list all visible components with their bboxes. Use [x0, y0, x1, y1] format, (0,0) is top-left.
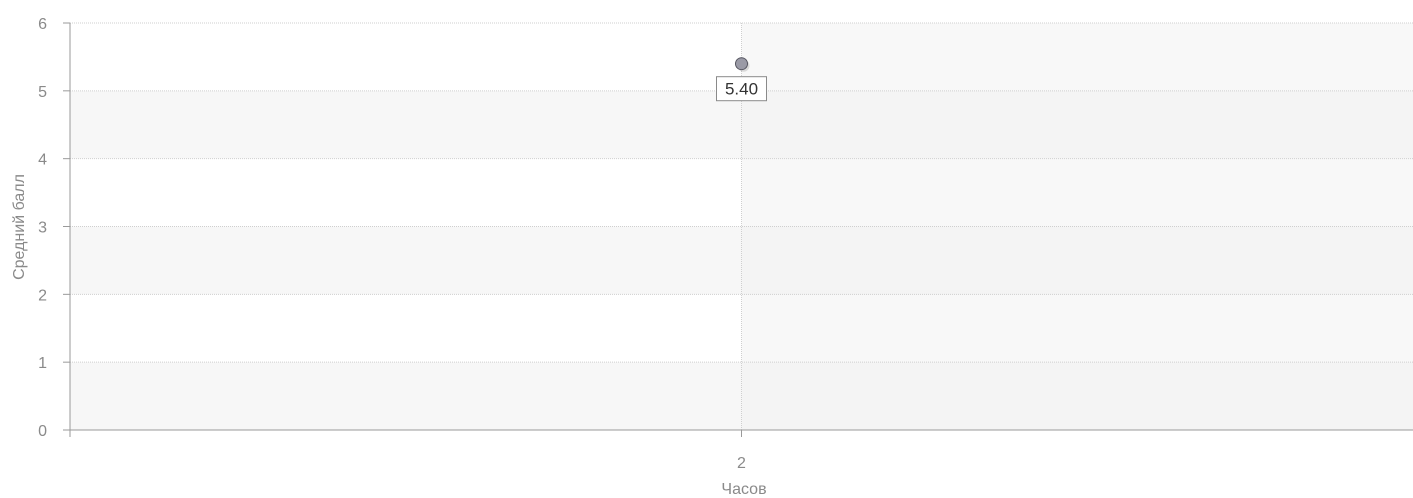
y-tick-label: 5 [38, 84, 47, 101]
data-label-box [716, 76, 767, 102]
y-axis-ticks: 0 1 2 3 4 5 6 [38, 16, 70, 440]
y-axis-title: Средний балл [11, 174, 28, 280]
y-tick-label: 0 [38, 423, 47, 440]
x-tick-label: 2 [737, 455, 746, 472]
plot-band-shade [741, 23, 1413, 430]
data-points: 5.40 [716, 57, 767, 102]
x-axis-ticks: 2 [737, 430, 746, 472]
data-point [735, 57, 748, 71]
y-tick-label: 4 [38, 152, 47, 169]
y-tick-label: 3 [38, 220, 47, 237]
y-tick-label: 6 [38, 16, 47, 33]
y-tick-label: 2 [38, 287, 47, 304]
x-axis-title: Часов [721, 481, 766, 498]
data-label: 5.40 [725, 80, 758, 99]
y-tick-label: 1 [38, 355, 47, 372]
